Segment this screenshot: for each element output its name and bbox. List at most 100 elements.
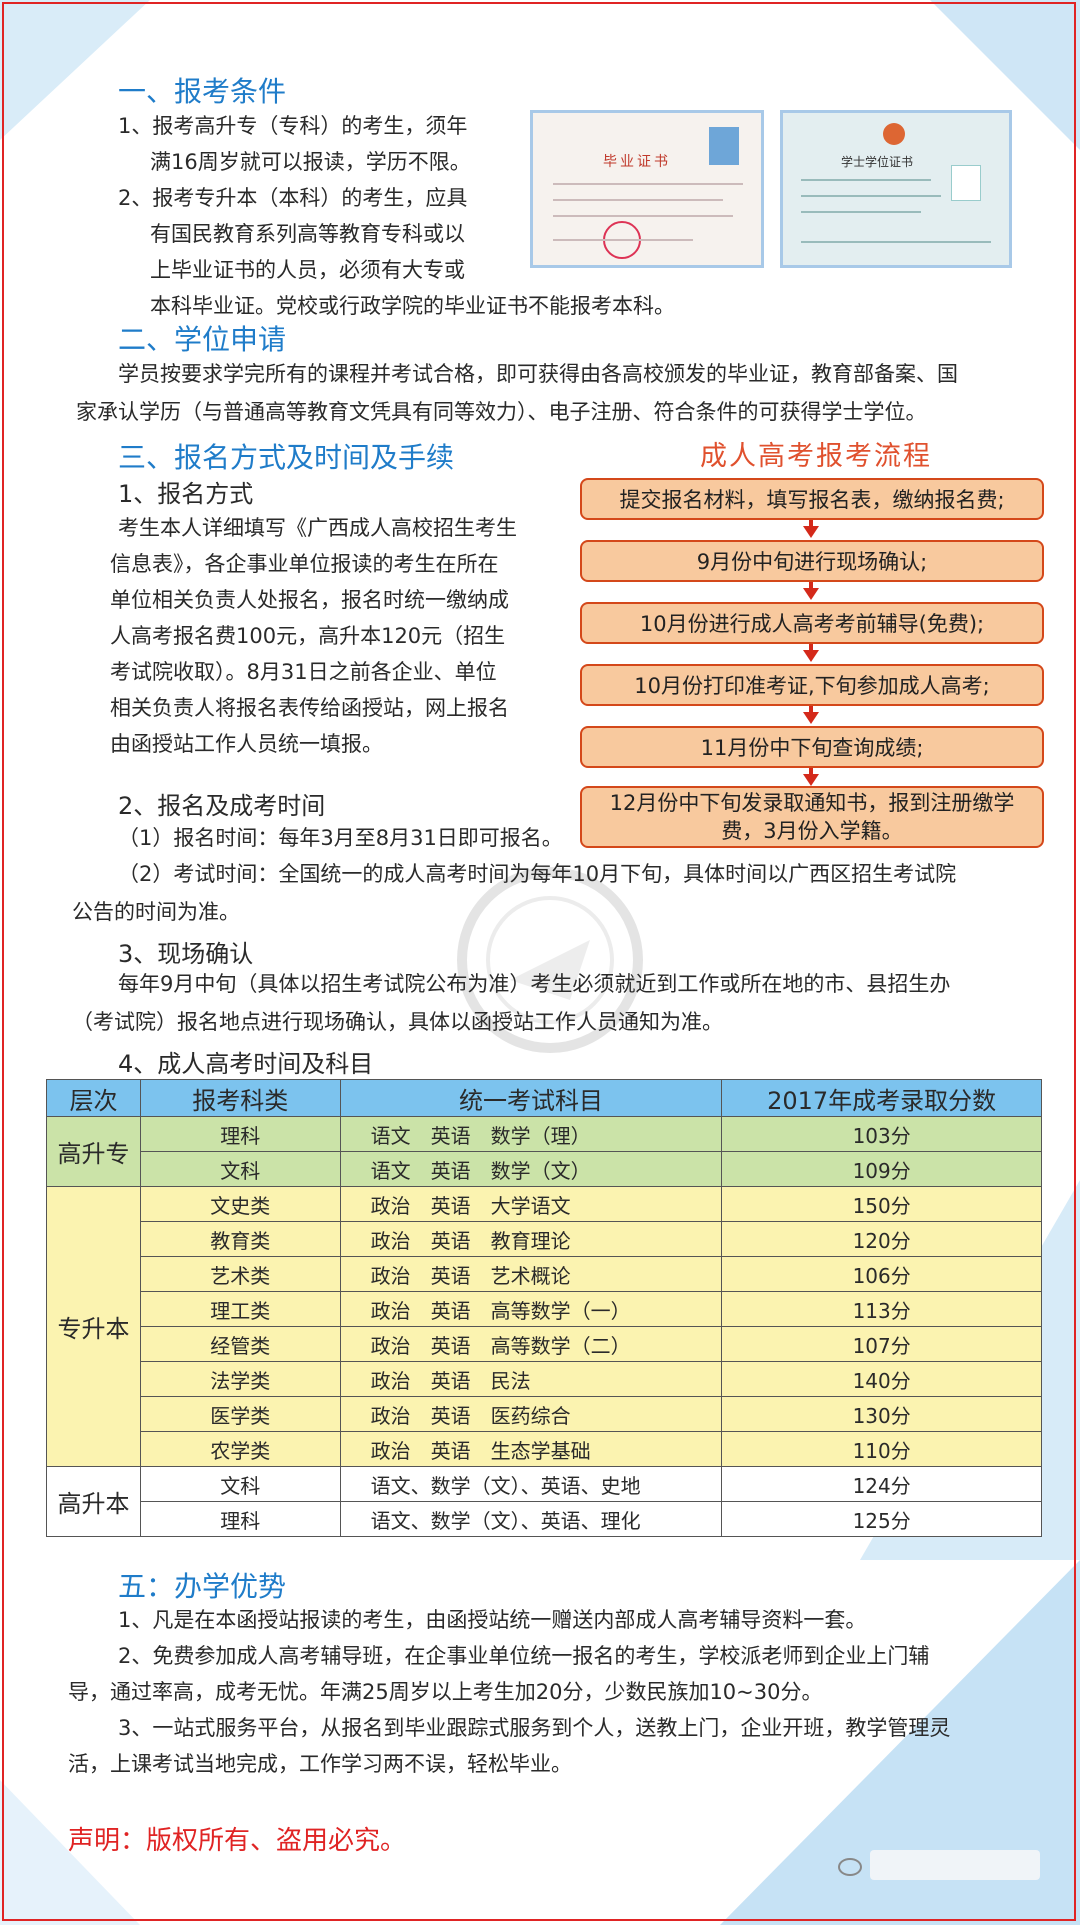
category-cell: 理科 (139, 1501, 341, 1537)
category-cell: 经管类 (139, 1326, 341, 1362)
s3-p1-l6: 相关负责人将报名表传给函授站，网上报名 (110, 696, 509, 720)
category-cell: 理科 (139, 1116, 341, 1152)
table-row: 理工类 政治 英语 高等数学（一） 113分 (47, 1291, 1042, 1327)
down-arrow-icon (803, 650, 819, 662)
level-cell: 高升专 (46, 1116, 141, 1187)
s3-p1-l3: 单位相关负责人处报名，报名时统一缴纳成 (110, 588, 509, 612)
category-cell: 法学类 (139, 1361, 341, 1397)
s5-p2a: 2、免费参加成人高考辅导班，在企事业单位统一报名的考生，学校派老师到企业上门辅 (118, 1644, 930, 1668)
table-row: 高升本 文科 语文、数学（文）、英语、史地 124分 (46, 1466, 1042, 1537)
s3-p1-l5: 考试院收取）。8月31日之前各企业、单位 (110, 660, 497, 684)
flow-step-6: 12月份中下旬发录取通知书，报到注册缴学费，3月份入学籍。 (580, 786, 1044, 848)
watermark-seal-icon (457, 867, 643, 1053)
s3-confirm1: 每年9月中旬（具体以招生考试院公布为准）考生必须就近到工作或所在地的市、县招生办 (118, 972, 951, 996)
s1-line2b: 有国民教育系列高等教育专科或以 (150, 222, 465, 246)
score-cell: 130分 (721, 1396, 1042, 1432)
watermark-logo (870, 1850, 1040, 1880)
section2-title: 二、学位申请 (118, 323, 287, 356)
subjects-cell: 政治 英语 教育理论 (339, 1221, 723, 1257)
s3-sub4: 4、成人高考时间及科目 (118, 1050, 374, 1078)
score-cell: 103分 (721, 1116, 1042, 1152)
s1-line2c: 上毕业证书的人员，必须有大专或 (150, 258, 465, 282)
table-header-row: 层次 报考科类 统一考试科目 2017年成考录取分数 (46, 1079, 1042, 1117)
score-cell: 140分 (721, 1361, 1042, 1397)
s3-p1-l7: 由函授站工作人员统一填报。 (110, 732, 383, 756)
s1-line1a: 1、报考高升专（专科）的考生，须年 (118, 114, 468, 138)
degree-title: 学士学位证书 (841, 155, 914, 169)
score-cell: 113分 (721, 1291, 1042, 1327)
subjects-cell: 政治 英语 高等数学（二） (339, 1326, 723, 1362)
wechat-logo-icon (838, 1858, 862, 1876)
category-cell: 文科 (139, 1466, 341, 1502)
category-cell: 教育类 (139, 1221, 341, 1257)
category-cell: 农学类 (139, 1431, 341, 1467)
s3-p1-l2: 信息表》，各企事业单位报读的考生在所在 (110, 552, 499, 576)
s3-time2b: 公告的时间为准。 (72, 900, 240, 924)
s2-para-line1: 学员按要求学完所有的课程并考试合格，即可获得由各高校颁发的毕业证，教育部备案、国 (118, 362, 958, 386)
table-header: 层次 (46, 1079, 141, 1117)
s1-line1b: 满16周岁就可以报读，学历不限。 (150, 150, 471, 174)
diploma-title: 毕业证书 (603, 154, 671, 170)
score-cell: 109分 (721, 1151, 1042, 1187)
degree-certificate-image: 学士学位证书 (780, 110, 1012, 268)
subjects-cell: 政治 英语 大学语文 (339, 1186, 723, 1222)
section1-title: 一、报考条件 (118, 75, 287, 108)
flow-step-5: 11月份中下旬查询成绩; (580, 726, 1044, 768)
category-cell: 艺术类 (139, 1256, 341, 1292)
s3-time2a: （2）考试时间：全国统一的成人高考时间为每年10月下旬，具体时间以广西区招生考试… (118, 862, 957, 886)
score-cell: 107分 (721, 1326, 1042, 1362)
table-row: 文科 语文 英语 数学（文） 109分 (47, 1151, 1042, 1187)
score-cell: 125分 (721, 1501, 1042, 1537)
score-cell: 110分 (721, 1431, 1042, 1467)
subjects-cell: 政治 英语 医药综合 (339, 1396, 723, 1432)
s3-time1: （1）报名时间：每年3月至8月31日即可报名。 (118, 826, 563, 850)
down-arrow-icon (803, 588, 819, 600)
down-arrow-icon (803, 526, 819, 538)
table-row: 高升专 理科 语文 英语 数学（理） 103分 (46, 1116, 1042, 1187)
table-row: 法学类 政治 英语 民法 140分 (47, 1361, 1042, 1397)
subjects-cell: 语文 英语 数学（理） (339, 1116, 723, 1152)
score-table: 层次 报考科类 统一考试科目 2017年成考录取分数 高升专 理科 语文 英语 … (46, 1079, 1042, 1537)
section3-title: 三、报名方式及时间及手续 (118, 441, 455, 474)
category-cell: 文科 (139, 1151, 341, 1187)
s5-p3b: 活，上课考试当地完成，工作学习两不误，轻松毕业。 (68, 1752, 572, 1776)
table-row: 理科 语文、数学（文）、英语、理化 125分 (47, 1501, 1042, 1537)
s3-p1-l4: 人高考报名费100元，高升本120元（招生 (110, 624, 506, 648)
table-row: 艺术类 政治 英语 艺术概论 106分 (47, 1256, 1042, 1292)
category-cell: 医学类 (139, 1396, 341, 1432)
subjects-cell: 政治 英语 高等数学（一） (339, 1291, 723, 1327)
s5-p1: 1、凡是在本函授站报读的考生，由函授站统一赠送内部成人高考辅导资料一套。 (118, 1608, 867, 1632)
s2-para-line2: 家承认学历（与普通高等教育文凭具有同等效力）、电子注册、符合条件的可获得学士学位… (76, 400, 927, 424)
table-header: 报考科类 (139, 1079, 341, 1117)
category-cell: 文史类 (139, 1186, 341, 1222)
s5-p3a: 3、一站式服务平台，从报名到毕业跟踪式服务到个人，送教上门，企业开班，教学管理灵 (118, 1716, 951, 1740)
table-row: 医学类 政治 英语 医药综合 130分 (47, 1396, 1042, 1432)
down-arrow-icon (803, 774, 819, 786)
table-row: 经管类 政治 英语 高等数学（二） 107分 (47, 1326, 1042, 1362)
flow-step-2: 9月份中旬进行现场确认; (580, 540, 1044, 582)
copyright-statement: 声明：版权所有、盗用必究。 (68, 1826, 407, 1856)
s1-line2a: 2、报考专升本（本科）的考生，应具 (118, 186, 468, 210)
subjects-cell: 政治 英语 生态学基础 (339, 1431, 723, 1467)
table-header: 2017年成考录取分数 (721, 1079, 1042, 1117)
s5-p2b: 导，通过率高，成考无忧。年满25周岁以上考生加20分，少数民族加10~30分。 (68, 1680, 823, 1704)
section5-title: 五：办学优势 (118, 1570, 287, 1603)
diploma-certificate-image: 毕业证书 (530, 110, 764, 268)
score-cell: 106分 (721, 1256, 1042, 1292)
level-cell: 高升本 (46, 1466, 141, 1537)
subjects-cell: 政治 英语 艺术概论 (339, 1256, 723, 1292)
s3-sub1: 1、报名方式 (118, 480, 254, 508)
subjects-cell: 政治 英语 民法 (339, 1361, 723, 1397)
subjects-cell: 语文、数学（文）、英语、理化 (339, 1501, 723, 1537)
s3-sub3: 3、现场确认 (118, 940, 254, 968)
subjects-cell: 语文、数学（文）、英语、史地 (339, 1466, 723, 1502)
level-cell: 专升本 (46, 1186, 141, 1467)
subjects-cell: 语文 英语 数学（文） (339, 1151, 723, 1187)
s3-sub2: 2、报名及成考时间 (118, 792, 326, 820)
s3-confirm2: （考试院）报名地点进行现场确认，具体以函授站工作人员通知为准。 (72, 1010, 723, 1034)
photo-icon (709, 127, 739, 165)
score-cell: 124分 (721, 1466, 1042, 1502)
score-cell: 150分 (721, 1186, 1042, 1222)
table-row: 教育类 政治 英语 教育理论 120分 (47, 1221, 1042, 1257)
